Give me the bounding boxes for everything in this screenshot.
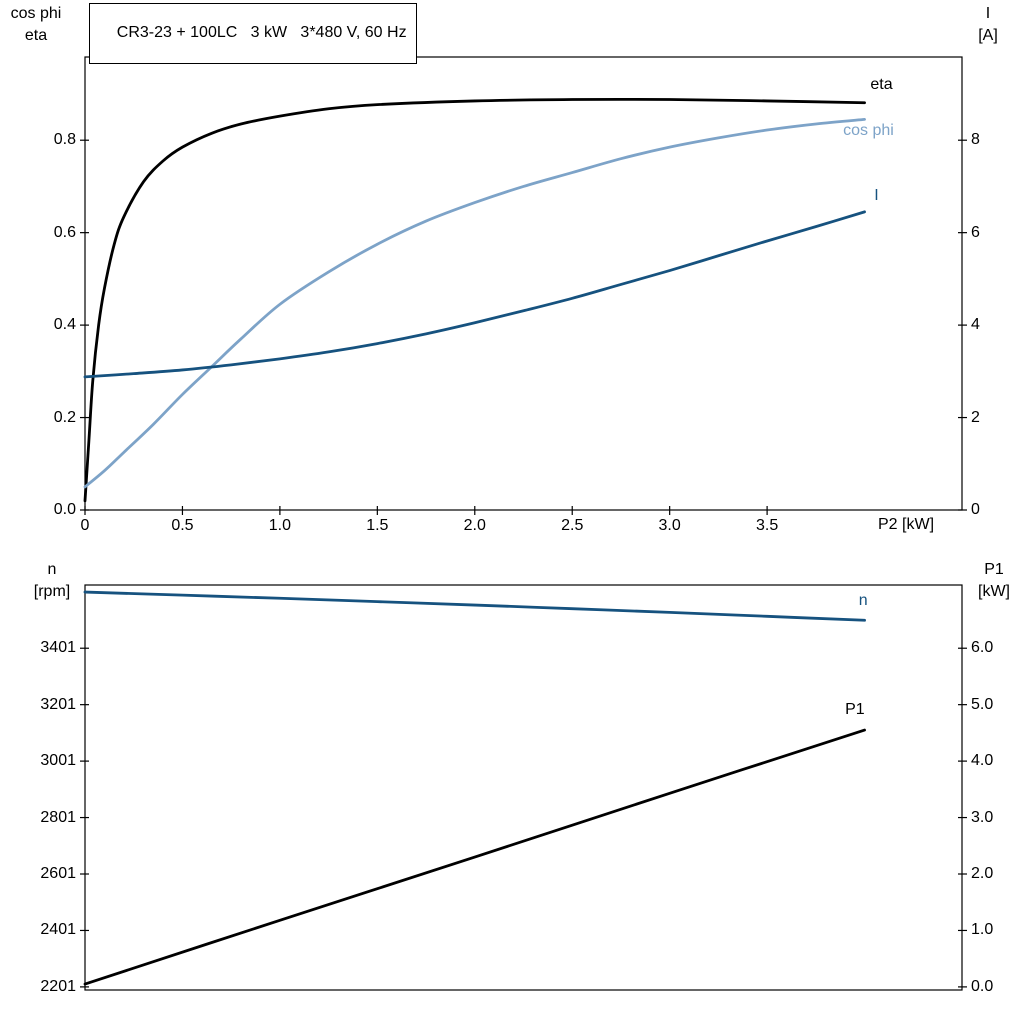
curve-label-cos-phi: cos phi: [843, 121, 894, 139]
curve-P1: [83, 728, 866, 986]
y-tick-right-label: 2.0: [971, 865, 994, 882]
x-tick-label: 1.5: [366, 517, 389, 534]
curve-label-P1: P1: [845, 701, 865, 719]
curve-label-eta: eta: [870, 75, 893, 93]
curve-I: [83, 210, 866, 379]
y-tick-left-label: 0.2: [53, 408, 76, 426]
y-tick-right-label: 6.0: [971, 639, 994, 657]
curve-cos-phi: [83, 118, 866, 489]
x-tick-label: 3.5: [755, 517, 779, 534]
y-tick-left-label: 3401: [40, 639, 76, 657]
y-tick-left-label: 2801: [40, 808, 76, 826]
x-tick-label: 2.0: [463, 517, 486, 534]
cos-phi-axis-label: cos phi: [10, 5, 62, 22]
y-tick-left-label: 3201: [40, 695, 76, 713]
y-tick-left-label: 2201: [40, 977, 76, 995]
top-left-axis-title: cos phi eta: [4, 3, 68, 47]
y-tick-right-label: 4: [971, 316, 980, 334]
eta-axis-label: eta: [24, 27, 48, 44]
y-tick-left-label: 2401: [40, 921, 76, 939]
y-tick-right-label: 3.0: [971, 808, 994, 826]
y-tick-left-label: 0.4: [53, 316, 76, 334]
plot-frame-0: [84, 56, 963, 511]
y-tick-right-label: 0.0: [971, 977, 994, 995]
bottom-left-axis-title: n [rpm]: [20, 559, 84, 603]
speed-axis-label: n: [47, 561, 57, 578]
y-tick-left-label: 2601: [40, 865, 76, 882]
y-tick-left-label: 0.0: [53, 501, 76, 518]
bottom-right-axis-title: P1 [kW]: [966, 559, 1022, 603]
y-tick-right-label: 2: [971, 408, 980, 426]
ampere-unit-label: [A]: [978, 27, 998, 44]
curve-n: [83, 590, 866, 622]
x-tick-label: 0: [80, 517, 90, 534]
current-axis-label: I: [985, 5, 991, 22]
y-tick-right-label: 6: [971, 223, 980, 241]
p1-axis-label: P1: [984, 561, 1004, 578]
kw-unit-label: [kW]: [978, 583, 1010, 600]
y-tick-left-label: 3001: [40, 752, 76, 770]
top-right-axis-title: I [A]: [962, 3, 1014, 47]
chart-title: CR3-23 + 100LC 3 kW 3*480 V, 60 Hz: [116, 24, 407, 41]
rpm-unit-label: [rpm]: [33, 583, 71, 600]
y-tick-right-label: 0: [971, 501, 980, 518]
x-tick-label: 3.0: [658, 517, 681, 534]
y-tick-right-label: 1.0: [971, 921, 994, 939]
y-tick-right-label: 4.0: [971, 752, 994, 770]
y-tick-left-label: 0.8: [53, 131, 76, 149]
x-axis-label: P2 [kW]: [878, 516, 935, 533]
y-tick-right-label: 5.0: [971, 695, 994, 713]
x-tick-label: 2.5: [561, 517, 584, 534]
curve-label-I: I: [874, 187, 879, 205]
curve-label-n: n: [858, 592, 868, 610]
curve-eta: [83, 97, 866, 503]
x-tick-label: 0.5: [171, 517, 194, 534]
y-tick-left-label: 0.6: [53, 223, 76, 241]
x-tick-label: 1.0: [268, 517, 291, 534]
y-tick-right-label: 8: [971, 131, 980, 149]
chart-title-box: CR3-23 + 100LC 3 kW 3*480 V, 60 Hz: [89, 3, 417, 64]
plot-frame-1: [84, 584, 963, 991]
